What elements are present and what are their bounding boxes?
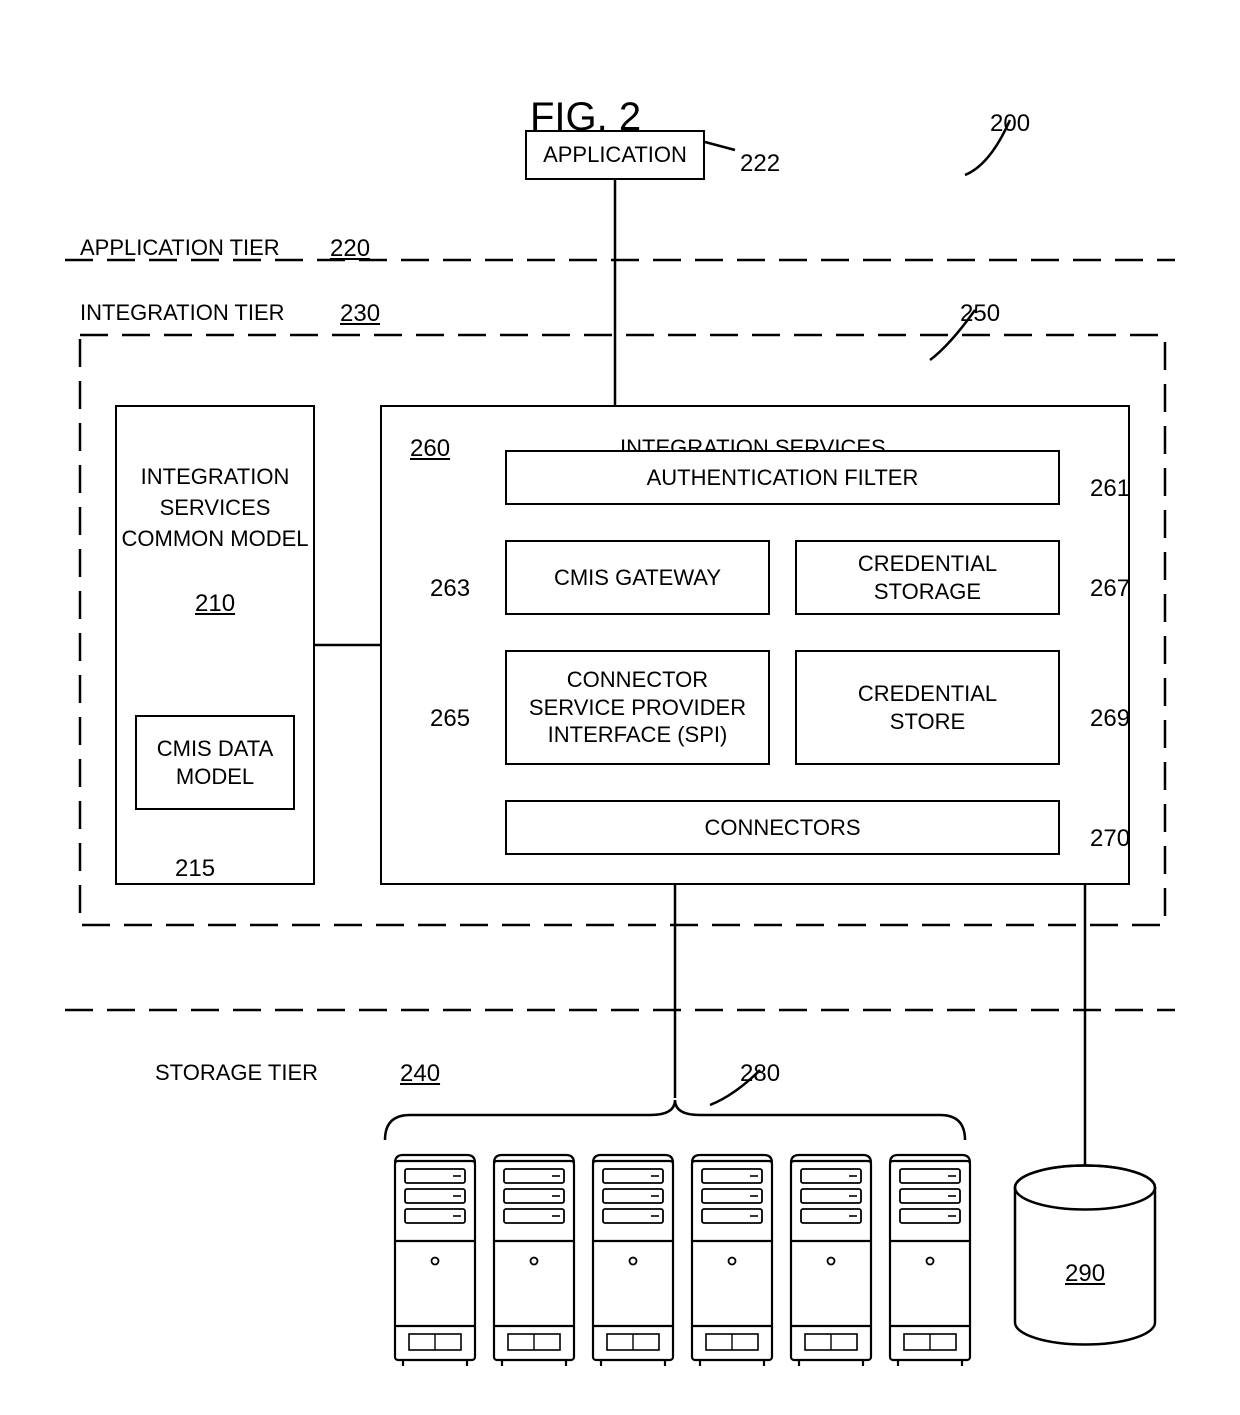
server-icon-2 xyxy=(593,1155,673,1366)
application-box: APPLICATION xyxy=(525,130,705,180)
ref-260: 260 xyxy=(410,435,450,463)
credential-storage-box: CREDENTIAL STORAGE xyxy=(795,540,1060,615)
ref-222: 222 xyxy=(740,150,780,178)
storage-tier-label: STORAGE TIER xyxy=(155,1060,318,1086)
iscm-box: INTEGRATIONSERVICESCOMMON MODEL xyxy=(115,405,315,885)
ref-280: 280 xyxy=(740,1060,780,1088)
ref-215: 215 xyxy=(175,855,215,883)
ref-263: 263 xyxy=(430,575,470,603)
server-icon-5 xyxy=(890,1155,970,1366)
server-icon-3 xyxy=(692,1155,772,1366)
credential-store-box: CREDENTIAL STORE xyxy=(795,650,1060,765)
ref-240: 240 xyxy=(400,1060,440,1088)
ref-200: 200 xyxy=(990,110,1030,138)
ref-230: 230 xyxy=(340,300,380,328)
ref-261: 261 xyxy=(1090,475,1130,503)
integration-tier-label: INTEGRATION TIER xyxy=(80,300,285,326)
spi-box: CONNECTOR SERVICE PROVIDER INTERFACE (SP… xyxy=(505,650,770,765)
diagram-canvas: FIG. 2200APPLICATION222APPLICATION TIER2… xyxy=(0,0,1240,1415)
server-icon-0 xyxy=(395,1155,475,1366)
ref-267: 267 xyxy=(1090,575,1130,603)
server-icon-1 xyxy=(494,1155,574,1366)
iscm-text: INTEGRATIONSERVICESCOMMON MODEL xyxy=(117,462,313,554)
ref-250: 250 xyxy=(960,300,1000,328)
connectors-box: CONNECTORS xyxy=(505,800,1060,855)
leader-222 xyxy=(705,142,735,150)
application-tier-label: APPLICATION TIER xyxy=(80,235,280,261)
auth-filter-box: AUTHENTICATION FILTER xyxy=(505,450,1060,505)
ref-210: 210 xyxy=(195,590,235,618)
cmis-data-model-box: CMIS DATA MODEL xyxy=(135,715,295,810)
ref-270: 270 xyxy=(1090,825,1130,853)
ref-265: 265 xyxy=(430,705,470,733)
server-icon-4 xyxy=(791,1155,871,1366)
ref-290: 290 xyxy=(1065,1260,1105,1288)
servers-brace xyxy=(385,1100,965,1140)
cmis-gateway-box: CMIS GATEWAY xyxy=(505,540,770,615)
ref-220: 220 xyxy=(330,235,370,263)
ref-269: 269 xyxy=(1090,705,1130,733)
